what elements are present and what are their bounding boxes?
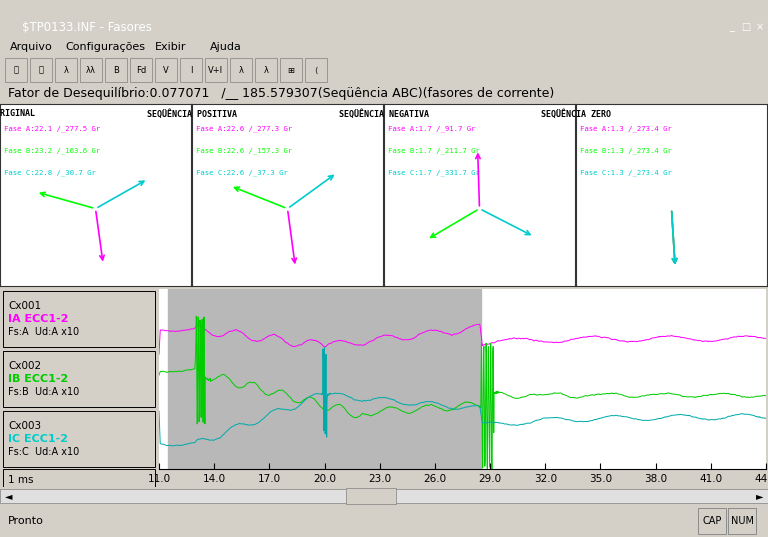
Text: 1 ms: 1 ms — [8, 475, 34, 485]
Text: Fase B:1.7 /_211.7 Gr: Fase B:1.7 /_211.7 Gr — [388, 148, 480, 154]
Bar — [728, 508, 756, 534]
Bar — [3, 351, 155, 407]
Text: IB ECC1-2: IB ECC1-2 — [8, 374, 68, 384]
Text: Fs:B  Ud:A x10: Fs:B Ud:A x10 — [8, 387, 79, 397]
Text: Fase B:1.3 /_273.4 Gr: Fase B:1.3 /_273.4 Gr — [580, 148, 672, 154]
Text: Fase C:1.3 /_273.4 Gr: Fase C:1.3 /_273.4 Gr — [580, 170, 672, 176]
Text: Configurações: Configurações — [65, 42, 145, 52]
Text: Fd: Fd — [136, 66, 146, 75]
FancyBboxPatch shape — [105, 58, 127, 82]
Text: FASOR ORIGINAL: FASOR ORIGINAL — [0, 110, 35, 119]
Text: Arquivo: Arquivo — [10, 42, 53, 52]
FancyBboxPatch shape — [155, 58, 177, 82]
Text: ⟨: ⟨ — [314, 66, 318, 75]
Text: λλ: λλ — [86, 66, 96, 75]
Bar — [3, 411, 155, 467]
Text: SEQÜÊNCIA POSITIVA: SEQÜÊNCIA POSITIVA — [147, 110, 237, 119]
FancyBboxPatch shape — [230, 58, 252, 82]
FancyBboxPatch shape — [280, 58, 302, 82]
FancyBboxPatch shape — [55, 58, 77, 82]
Text: ◄: ◄ — [5, 491, 12, 501]
Text: SEQÜÊNCIA NEGATIVA: SEQÜÊNCIA NEGATIVA — [339, 110, 429, 119]
Text: CAP: CAP — [702, 516, 722, 526]
Text: 🖶: 🖶 — [14, 66, 18, 75]
FancyBboxPatch shape — [180, 58, 202, 82]
Text: Fase C:1.7 /_331.7 Gr: Fase C:1.7 /_331.7 Gr — [388, 170, 480, 176]
Text: Fase B:23.2 /_163.6 Gr: Fase B:23.2 /_163.6 Gr — [4, 148, 100, 154]
Text: Ajuda: Ajuda — [210, 42, 242, 52]
Text: $TP0133.INF - Fasores: $TP0133.INF - Fasores — [22, 20, 152, 33]
Text: Pronto: Pronto — [8, 516, 44, 526]
Text: Fator de Desequilíbrio:0.077071   /__ 185.579307(Seqüência ABC)(fasores de corre: Fator de Desequilíbrio:0.077071 /__ 185.… — [8, 88, 554, 100]
Text: Fase C:22.8 /_30.7 Gr: Fase C:22.8 /_30.7 Gr — [4, 170, 96, 176]
Text: λ: λ — [64, 66, 68, 75]
Bar — [3, 291, 155, 347]
Text: Fase A:22.6 /_277.3 Gr: Fase A:22.6 /_277.3 Gr — [196, 126, 292, 133]
Text: Cx001: Cx001 — [8, 301, 41, 311]
Text: λ: λ — [263, 66, 269, 75]
Text: Cx002: Cx002 — [8, 361, 41, 371]
FancyBboxPatch shape — [305, 58, 327, 82]
Text: 🖨: 🖨 — [38, 66, 44, 75]
FancyBboxPatch shape — [80, 58, 102, 82]
Text: Fs:A  Ud:A x10: Fs:A Ud:A x10 — [8, 327, 79, 337]
Text: Fase C:22.6 /_37.3 Gr: Fase C:22.6 /_37.3 Gr — [196, 170, 288, 176]
Text: Cx003: Cx003 — [8, 421, 41, 431]
Bar — [698, 508, 726, 534]
Text: I: I — [190, 66, 192, 75]
Text: Fase A:1.3 /_273.4 Gr: Fase A:1.3 /_273.4 Gr — [580, 126, 672, 133]
Bar — [346, 488, 396, 504]
Text: NUM: NUM — [730, 516, 753, 526]
FancyBboxPatch shape — [30, 58, 52, 82]
Text: B: B — [113, 66, 119, 75]
Text: ×: × — [756, 22, 764, 32]
Text: SEQÜÊNCIA ZERO: SEQÜÊNCIA ZERO — [541, 110, 611, 119]
Text: Exibir: Exibir — [155, 42, 187, 52]
Text: Fase A:1.7 /_91.7 Gr: Fase A:1.7 /_91.7 Gr — [388, 126, 475, 133]
Bar — [0, 489, 768, 503]
Bar — [168, 289, 481, 469]
Text: Fase A:22.1 /_277.5 Gr: Fase A:22.1 /_277.5 Gr — [4, 126, 100, 133]
Text: Fs:C  Ud:A x10: Fs:C Ud:A x10 — [8, 447, 79, 457]
Bar — [3, 469, 155, 491]
Text: IA ECC1-2: IA ECC1-2 — [8, 314, 68, 324]
Text: Fase B:22.6 /_157.3 Gr: Fase B:22.6 /_157.3 Gr — [196, 148, 292, 154]
Text: V: V — [163, 66, 169, 75]
Text: ►: ► — [756, 491, 763, 501]
FancyBboxPatch shape — [205, 58, 227, 82]
FancyBboxPatch shape — [255, 58, 277, 82]
Text: □: □ — [741, 22, 750, 32]
Text: ⊞: ⊞ — [287, 66, 294, 75]
Text: _: _ — [730, 22, 734, 32]
FancyBboxPatch shape — [5, 58, 27, 82]
Text: λ: λ — [239, 66, 243, 75]
Text: IC ECC1-2: IC ECC1-2 — [8, 434, 68, 444]
Text: V+I: V+I — [208, 66, 223, 75]
FancyBboxPatch shape — [130, 58, 152, 82]
